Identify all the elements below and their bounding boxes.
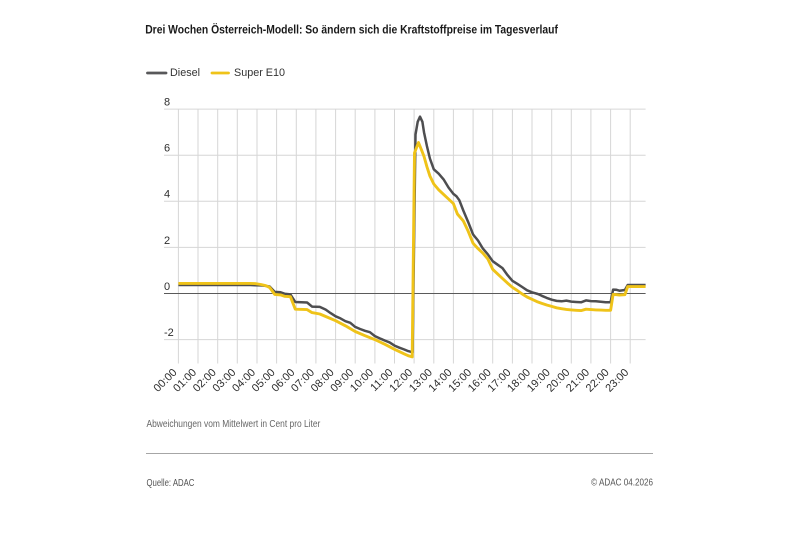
svg-text:2: 2 — [164, 235, 170, 247]
svg-text:© ADAC 04.2026: © ADAC 04.2026 — [591, 477, 653, 488]
svg-text:Quelle: ADAC: Quelle: ADAC — [147, 477, 195, 488]
svg-text:Super E10: Super E10 — [234, 67, 285, 79]
svg-text:Abweichungen vom Mittelwert in: Abweichungen vom Mittelwert in Cent pro … — [147, 418, 321, 429]
svg-text:8: 8 — [164, 97, 170, 109]
svg-text:-2: -2 — [164, 327, 174, 339]
svg-text:4: 4 — [164, 189, 170, 201]
svg-text:Drei Wochen Österreich-Modell:: Drei Wochen Österreich-Modell: So ändern… — [145, 23, 558, 37]
svg-text:6: 6 — [164, 143, 170, 155]
svg-text:Diesel: Diesel — [170, 67, 200, 79]
svg-text:0: 0 — [164, 281, 170, 293]
svg-text:23:00: 23:00 — [603, 367, 631, 395]
